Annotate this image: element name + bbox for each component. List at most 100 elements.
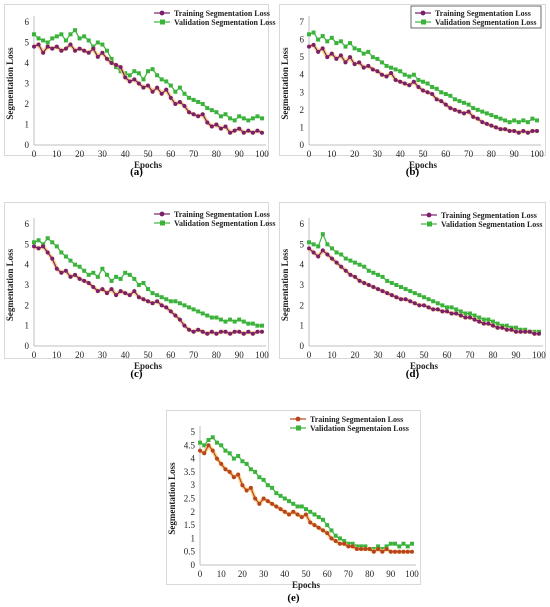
legend-label: Training Segmentation Loss <box>435 9 531 18</box>
legend-label: Training Segmentation Loss <box>174 9 270 18</box>
x-tick-label: 60 <box>441 149 451 159</box>
y-tick-label: 4 <box>300 70 305 80</box>
data-point <box>489 123 494 128</box>
data-point <box>421 88 425 93</box>
data-point <box>54 44 59 49</box>
data-point <box>475 116 480 121</box>
data-point <box>493 114 498 119</box>
x-tick-label: 90 <box>510 149 520 159</box>
data-point <box>41 244 46 249</box>
data-point <box>214 456 219 461</box>
data-point <box>265 483 270 488</box>
x-axis-title: Epochs <box>410 361 439 371</box>
chart-frame <box>166 410 421 585</box>
x-tick-label: 0 <box>307 350 312 360</box>
data-point <box>73 272 78 277</box>
data-point <box>337 541 342 546</box>
y-tick-label: 1 <box>25 120 30 130</box>
chart-frame <box>279 202 546 359</box>
y-tick-label: 6 <box>25 17 30 27</box>
data-point <box>472 313 477 318</box>
data-point <box>516 130 521 135</box>
data-point <box>354 547 359 552</box>
data-point <box>127 73 132 78</box>
data-point <box>445 309 449 314</box>
legend-swatch-marker <box>296 425 301 431</box>
data-point <box>484 111 489 116</box>
data-point <box>512 128 517 133</box>
data-point <box>431 307 436 312</box>
y-axis-title: Segmentation Loss <box>280 248 290 321</box>
x-tick-label: 100 <box>532 350 546 360</box>
data-point <box>329 51 334 56</box>
x-tick-label: 60 <box>166 350 176 360</box>
data-point <box>352 62 357 67</box>
data-point <box>384 547 389 552</box>
legend-label: Validation Segmentation Loss <box>435 18 537 27</box>
data-point <box>240 459 245 464</box>
data-point <box>155 293 160 298</box>
data-point <box>63 254 68 259</box>
data-point <box>173 313 178 318</box>
data-point <box>250 116 255 121</box>
data-point <box>209 108 214 113</box>
data-point <box>330 256 334 261</box>
data-point <box>260 130 264 135</box>
x-tick-label: 90 <box>512 350 522 360</box>
x-tick-label: 10 <box>328 350 338 360</box>
data-point <box>320 46 325 51</box>
data-point <box>32 44 36 49</box>
data-point <box>307 44 311 49</box>
data-point <box>489 113 494 118</box>
series-glow <box>198 443 412 554</box>
data-point <box>384 74 389 79</box>
x-tick-label: 30 <box>98 350 108 360</box>
data-point <box>136 81 141 86</box>
data-point <box>150 67 155 72</box>
data-point <box>82 34 87 39</box>
data-point <box>86 272 91 277</box>
data-point <box>218 317 223 322</box>
x-tick-label: 40 <box>280 569 290 579</box>
data-point <box>68 274 73 279</box>
data-point <box>466 109 471 114</box>
data-point <box>376 272 380 277</box>
data-point <box>136 283 141 287</box>
data-point <box>311 242 316 247</box>
data-point <box>316 525 321 530</box>
legend-swatch-marker <box>159 10 165 16</box>
data-point <box>164 297 169 302</box>
data-point <box>312 512 317 517</box>
data-point <box>325 55 330 60</box>
x-tick-label: 30 <box>373 149 383 159</box>
data-point <box>141 77 146 82</box>
data-point <box>357 60 362 65</box>
data-point <box>241 331 246 336</box>
y-tick-label: 0 <box>25 140 30 150</box>
x-tick-label: 90 <box>235 350 245 360</box>
x-tick-label: 30 <box>98 149 108 159</box>
x-tick-label: 0 <box>32 350 37 360</box>
data-point <box>363 544 368 549</box>
data-point <box>141 280 146 285</box>
chart-frame <box>279 4 546 156</box>
data-point <box>484 121 489 126</box>
series-line <box>308 233 539 333</box>
data-point <box>389 293 394 298</box>
data-point <box>187 110 192 115</box>
data-point <box>394 295 399 300</box>
data-point <box>232 319 237 324</box>
data-point <box>500 325 505 330</box>
data-point <box>196 309 201 314</box>
data-point <box>416 77 421 82</box>
y-tick-label: 0 <box>300 341 305 351</box>
data-point <box>308 509 313 514</box>
data-point <box>132 289 137 294</box>
data-point <box>535 128 539 133</box>
data-point <box>439 99 444 104</box>
data-point <box>379 60 384 65</box>
data-point <box>320 517 325 522</box>
x-tick-label: 80 <box>212 350 222 360</box>
data-point <box>210 435 215 440</box>
data-point <box>384 544 389 549</box>
